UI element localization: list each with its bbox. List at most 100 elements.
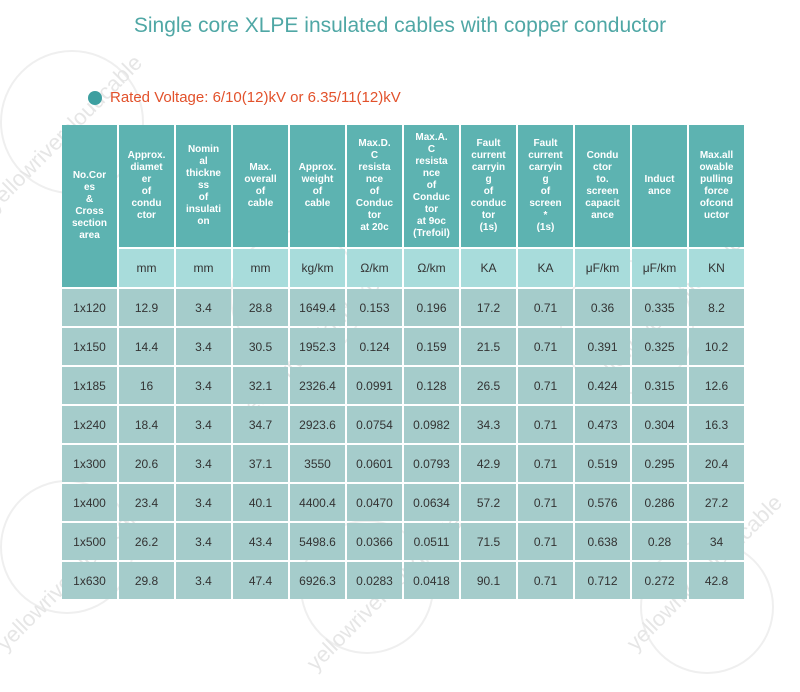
table-cell: 28.8 [233,289,288,326]
header-cell: Approx. diamet er of condu ctor [119,125,174,247]
table-cell: 42.8 [689,562,744,599]
table-cell: 90.1 [461,562,516,599]
cable-spec-table: No.Cor es & Cross section area Approx. diamet e… [60,123,746,601]
table-cell: 0.71 [518,523,573,560]
row-label-cell: 1x630 [62,562,117,599]
table-cell: 37.1 [233,445,288,482]
unit-cell: mm [176,248,231,287]
bullet-dot-icon [88,90,102,105]
rated-voltage-text: Rated Voltage: 6/10(12)kV or 6.35/11(12)… [110,89,401,106]
table-row: 1x240 18.4 3.4 34.7 2923.6 0.0754 0.0982 34.3 0.… [62,406,744,443]
unit-cell: KA [461,248,516,287]
header-cell: Fault current carryin g of conduc tor (1s) [461,125,516,247]
table-cell: 5498.6 [290,523,345,560]
table-cell: 43.4 [233,523,288,560]
table-cell: 21.5 [461,328,516,365]
table-row: 1x500 26.2 3.4 43.4 5498.6 0.0366 0.0511 71.5 0.… [62,523,744,560]
table-cell: 3.4 [176,367,231,404]
table-cell: 17.2 [461,289,516,326]
table-cell: 0.391 [575,328,630,365]
table-cell: 29.8 [119,562,174,599]
header-row: No.Cor es & Cross section area Approx. diamet e… [62,125,744,287]
table-cell: 0.325 [632,328,687,365]
unit-cell: kg/km [290,248,345,287]
table-row: 1x300 20.6 3.4 37.1 3550 0.0601 0.0793 42.9 0.71… [62,445,744,482]
table-cell: 8.2 [689,289,744,326]
table-row: 1x400 23.4 3.4 40.1 4400.4 0.0470 0.0634 57.2 0.… [62,484,744,521]
table-cell: 10.2 [689,328,744,365]
table-cell: 18.4 [119,406,174,443]
header-cell: Nomin al thickne ss of insulati on [176,125,231,247]
header-cell: Fault current carryin g of screen * (1s) [518,125,573,247]
table-cell: 0.71 [518,445,573,482]
table-cell: 16.3 [689,406,744,443]
table-row: 1x150 14.4 3.4 30.5 1952.3 0.124 0.159 21.5 0.71… [62,328,744,365]
table-cell: 1952.3 [290,328,345,365]
row-label-cell: 1x240 [62,406,117,443]
table-cell: 0.71 [518,289,573,326]
unit-cell: Ω/km [404,248,459,287]
table-cell: 0.0754 [347,406,402,443]
row-label-cell: 1x120 [62,289,117,326]
header-cell-cores: No.Cor es & Cross section area [62,125,117,287]
table-cell: 0.28 [632,523,687,560]
table-cell: 32.1 [233,367,288,404]
table-cell: 26.5 [461,367,516,404]
table-cell: 34.3 [461,406,516,443]
table-cell: 0.71 [518,406,573,443]
table-cell: 3.4 [176,562,231,599]
table-cell: 0.638 [575,523,630,560]
table-cell: 47.4 [233,562,288,599]
table-cell: 0.0283 [347,562,402,599]
table-cell: 34.7 [233,406,288,443]
table-cell: 0.159 [404,328,459,365]
table-cell: 3.4 [176,289,231,326]
table-cell: 0.36 [575,289,630,326]
table-cell: 0.0511 [404,523,459,560]
table-cell: 0.0991 [347,367,402,404]
table-cell: 0.335 [632,289,687,326]
table-row: 1x630 29.8 3.4 47.4 6926.3 0.0283 0.0418 90.1 0.… [62,562,744,599]
header-cell: Condu ctor to. screen capacit ance [575,125,630,247]
unit-row: mm mm mm kg/km Ω/km Ω/km KA KA μF/km μF/… [62,248,744,287]
table-cell: 0.473 [575,406,630,443]
table-row: 1x185 16 3.4 32.1 2326.4 0.0991 0.128 26.5 0.71 0… [62,367,744,404]
table-cell: 0.0366 [347,523,402,560]
table-cell: 1649.4 [290,289,345,326]
table-cell: 12.9 [119,289,174,326]
table-cell: 2923.6 [290,406,345,443]
table-cell: 0.71 [518,484,573,521]
table-cell: 0.0634 [404,484,459,521]
table-cell: 0.0418 [404,562,459,599]
row-label-cell: 1x185 [62,367,117,404]
table-cell: 40.1 [233,484,288,521]
table-cell: 3.4 [176,406,231,443]
table-cell: 3550 [290,445,345,482]
row-label-cell: 1x150 [62,328,117,365]
table-cell: 3.4 [176,523,231,560]
unit-cell: Ω/km [347,248,402,287]
table-cell: 20.4 [689,445,744,482]
unit-cell: KN [689,248,744,287]
table-cell: 16 [119,367,174,404]
table-cell: 42.9 [461,445,516,482]
table-cell: 0.153 [347,289,402,326]
header-cell: Induct ance [632,125,687,247]
table-cell: 4400.4 [290,484,345,521]
unit-cell: μF/km [632,248,687,287]
table-cell: 0.128 [404,367,459,404]
header-cell: Approx. weight of cable [290,125,345,247]
page-title: Single core XLPE insulated cables with c… [133,14,667,37]
table-cell: 3.4 [176,445,231,482]
row-label-cell: 1x400 [62,484,117,521]
table-body: 1x120 12.9 3.4 28.8 1649.4 0.153 0.196 17.2 0.71… [62,289,744,599]
table-cell: 0.124 [347,328,402,365]
table-cell: 0.519 [575,445,630,482]
table-cell: 20.6 [119,445,174,482]
table-cell: 0.0982 [404,406,459,443]
table-cell: 0.286 [632,484,687,521]
table-cell: 3.4 [176,484,231,521]
table-cell: 0.272 [632,562,687,599]
